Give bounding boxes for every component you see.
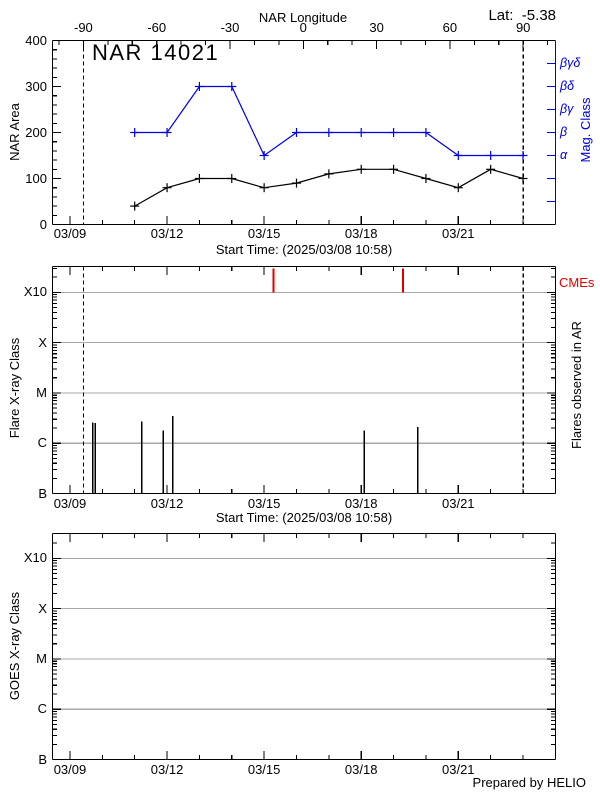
date-tick-label: 03/12 xyxy=(150,495,184,511)
date-tick-label: 03/15 xyxy=(247,495,281,511)
xray-class-tick-label: C xyxy=(37,435,47,451)
flares-observed-axis-title: Flares observed in AR xyxy=(569,321,585,449)
date-tick-label: 03/18 xyxy=(344,495,378,511)
xray-class-tick-label: X xyxy=(38,334,47,350)
area-tick-label: 200 xyxy=(25,124,47,140)
start-time-label-top: Start Time: (2025/03/08 10:58) xyxy=(215,242,393,257)
date-tick-label: 03/15 xyxy=(247,226,281,241)
area-tick-label: 0 xyxy=(39,216,47,232)
cmes-label: CMEs xyxy=(559,275,595,290)
mag-class-tick-label: α xyxy=(560,147,568,162)
date-tick-label: 03/15 xyxy=(247,761,281,777)
date-tick-label: 03/18 xyxy=(344,226,378,241)
mag-class-line xyxy=(134,85,524,157)
chart-title: NAR 14021 xyxy=(92,40,220,65)
credit-label: Prepared by HELIO xyxy=(472,775,586,790)
area-tick-label: 400 xyxy=(25,32,47,48)
xray-class-tick-label: X10 xyxy=(23,550,47,566)
xray-class-tick-label: M xyxy=(36,384,47,400)
nar-longitude-axis-title: NAR Longitude xyxy=(258,10,348,25)
area-tick-label: 100 xyxy=(25,170,47,186)
xray-class-tick-label: X xyxy=(38,600,47,616)
date-tick-label: 03/09 xyxy=(53,761,87,777)
date-tick-label: 03/12 xyxy=(150,761,184,777)
date-tick-label: 03/21 xyxy=(442,226,475,241)
date-tick-label: 03/12 xyxy=(150,226,184,241)
mag-class-axis-title: Mag. Class xyxy=(578,97,594,163)
longitude-tick-label: -30 xyxy=(220,20,240,35)
mag-class-tick-label: βγ xyxy=(560,101,574,116)
date-tick-label: 03/09 xyxy=(53,495,87,511)
longitude-tick-label: -90 xyxy=(73,20,93,35)
date-tick-label: 03/18 xyxy=(344,761,378,777)
date-tick-label: 03/21 xyxy=(442,495,475,511)
mag-class-tick-label: βδ xyxy=(560,78,575,93)
xray-class-tick-label: B xyxy=(38,751,47,767)
mag-class-tick-label: βγδ xyxy=(560,55,581,70)
xray-class-tick-label: M xyxy=(36,650,47,666)
xray-class-tick-label: B xyxy=(38,485,47,501)
mag-class-tick-label: β xyxy=(560,124,568,139)
date-tick-label: 03/09 xyxy=(53,226,87,241)
latitude-value: Lat: -5.38 xyxy=(488,7,556,24)
longitude-tick-label: 0 xyxy=(299,20,307,35)
start-time-label-middle: Start Time: (2025/03/08 10:58) xyxy=(215,510,393,525)
longitude-tick-label: 60 xyxy=(442,20,458,35)
longitude-tick-label: -60 xyxy=(147,20,167,35)
date-tick-label: 03/21 xyxy=(442,761,475,777)
xray-class-tick-label: X10 xyxy=(23,284,47,300)
longitude-tick-label: 30 xyxy=(369,20,384,35)
area-tick-label: 300 xyxy=(25,78,47,94)
xray-class-tick-label: C xyxy=(37,701,47,717)
longitude-tick-label: 90 xyxy=(515,20,531,35)
